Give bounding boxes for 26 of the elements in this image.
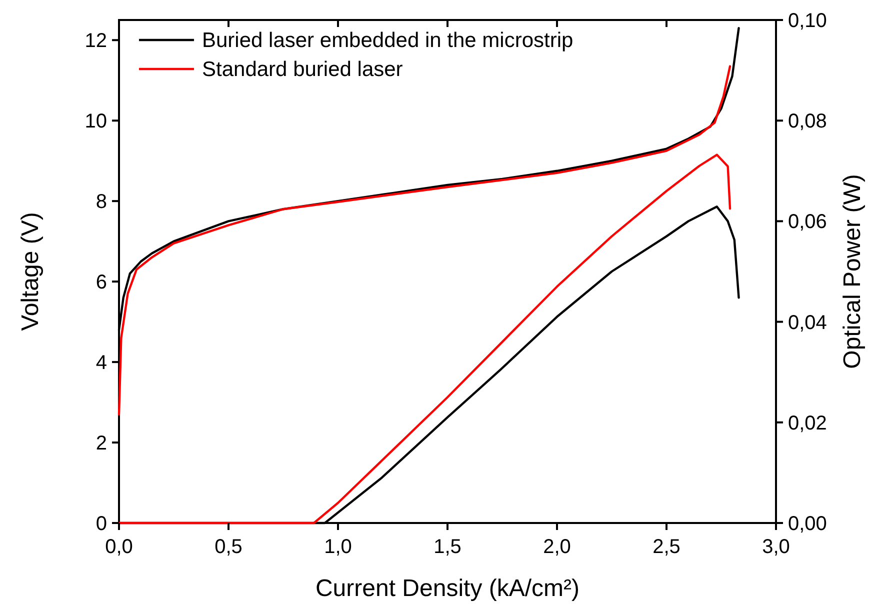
y2-tick-label: 0,02 xyxy=(788,412,827,434)
x-tick-label: 0,5 xyxy=(214,536,242,558)
x-tick-label: 2,5 xyxy=(652,536,680,558)
y2-tick-label: 0,00 xyxy=(788,513,827,535)
y-tick-label: 10 xyxy=(84,110,107,133)
y2-tick-label: 0,08 xyxy=(788,110,827,133)
y-tick-label: 4 xyxy=(96,352,107,374)
x-tick-label: 1,5 xyxy=(434,536,462,558)
y-axis-title: Voltage (V) xyxy=(17,212,44,331)
y-tick-label: 12 xyxy=(84,30,107,52)
x-tick-label: 0,0 xyxy=(105,536,133,558)
y-tick-label: 0 xyxy=(96,513,107,535)
y-tick-label: 2 xyxy=(96,432,107,455)
y2-tick-label: 0,06 xyxy=(788,211,827,234)
y2-tick-label: 0,04 xyxy=(788,312,827,334)
legend-label: Buried laser embedded in the microstrip xyxy=(202,29,574,52)
y2-tick-label: 0,10 xyxy=(788,10,827,32)
y2-axis-title: Optical Power (W) xyxy=(839,174,866,369)
x-tick-label: 1,0 xyxy=(324,536,352,558)
legend-label: Standard buried laser xyxy=(202,58,403,81)
line-series xyxy=(118,154,732,524)
y-tick-label: 6 xyxy=(96,272,107,294)
x-tick-label: 2,0 xyxy=(543,536,571,558)
y-tick-label: 8 xyxy=(96,191,107,214)
x-tick-label: 3,0 xyxy=(762,536,790,558)
x-axis-title: Current Density (kA/cm²) xyxy=(315,575,580,602)
